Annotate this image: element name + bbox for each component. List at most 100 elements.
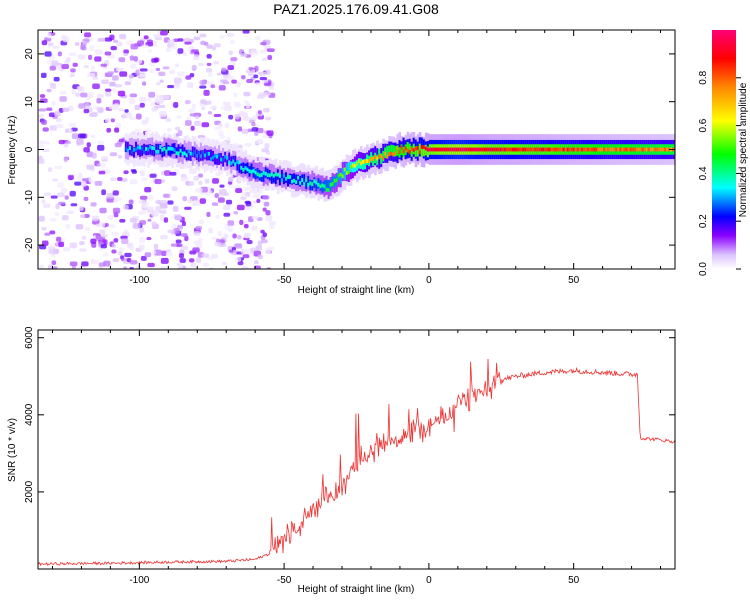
heatmap-cell [187, 150, 191, 161]
heatmap-cell [364, 159, 367, 164]
heatmap-cell [120, 235, 128, 240]
heatmap-cell [578, 147, 582, 152]
heatmap-cell [416, 146, 420, 151]
heatmap-cell [197, 135, 206, 139]
heatmap-cell [214, 153, 217, 158]
heatmap-cell [100, 155, 109, 160]
heatmap-cell [260, 41, 267, 46]
heatmap-cell [240, 165, 243, 170]
heatmap-cell [245, 69, 251, 74]
heatmap-cell [284, 177, 288, 181]
heatmap-cell [205, 151, 209, 156]
heatmap-cell [410, 146, 414, 157]
snr-xlabel: Height of straight line (km) [298, 584, 415, 595]
heatmap-cell [239, 110, 245, 116]
heatmap-cell [155, 149, 158, 154]
heatmap-cell [189, 113, 197, 117]
heatmap-cell [86, 151, 94, 158]
heatmap-cell [422, 145, 426, 149]
heatmap-cell [295, 174, 298, 186]
heatmap-cell [234, 155, 237, 167]
heatmap-cell [108, 104, 115, 110]
heatmap-cell [232, 159, 235, 164]
heatmap-cell [187, 199, 193, 204]
heatmap-cell [357, 158, 361, 163]
heatmap-cell [194, 115, 200, 120]
heatmap-cell [184, 41, 192, 45]
heatmap-cell [473, 147, 477, 152]
heatmap-cell [503, 147, 507, 152]
heatmap-cell [254, 124, 260, 128]
heatmap-cell [207, 71, 213, 77]
heatmap-cell [141, 146, 144, 151]
heatmap-cell [219, 35, 225, 40]
heatmap-cell [241, 75, 246, 80]
heatmap-cell [151, 58, 158, 63]
heatmap-cell [251, 216, 259, 220]
heatmap-cell [195, 153, 199, 158]
heatmap-cell [83, 64, 89, 69]
heatmap-cell [139, 146, 142, 157]
heatmap-cell [159, 143, 162, 155]
heatmap-cell [280, 170, 284, 181]
heatmap-cell [107, 215, 114, 220]
heatmap-cell [233, 210, 239, 215]
heatmap-cell [214, 241, 221, 247]
heatmap-cell [128, 199, 134, 205]
heatmap-cell [595, 147, 598, 152]
heatmap-cell [483, 147, 487, 152]
heatmap-cell [69, 190, 76, 197]
heatmap-cell [83, 196, 89, 202]
heatmap-cell [499, 147, 503, 152]
heatmap-cell [47, 42, 54, 46]
heatmap-cell [226, 155, 229, 167]
heatmap-cell [162, 66, 170, 70]
heatmap-cell [80, 92, 88, 98]
heatmap-cell [228, 114, 234, 120]
heatmap-cell [230, 161, 233, 166]
heatmap-cell [240, 196, 247, 200]
heatmap-cell [184, 206, 192, 210]
x-tick-label: 0 [426, 575, 432, 586]
heatmap-cell [148, 91, 156, 98]
heatmap-cell [128, 245, 135, 251]
heatmap-cell [58, 201, 66, 205]
heatmap-cell [174, 126, 181, 131]
heatmap-cell [631, 147, 635, 152]
heatmap-cell [151, 250, 157, 255]
heatmap-cell [96, 97, 102, 104]
heatmap-cell [550, 147, 554, 152]
heatmap-cell [246, 78, 254, 83]
heatmap-cell [434, 147, 438, 152]
heatmap-cell [121, 178, 128, 182]
heatmap-cell [400, 144, 404, 155]
heatmap-cell [176, 115, 182, 119]
heatmap-cell [139, 73, 146, 78]
heatmap-cell [576, 147, 580, 152]
x-tick-label: -50 [277, 575, 292, 586]
heatmap-cell [118, 247, 125, 251]
heatmap-cell [242, 254, 250, 259]
heatmap-cell [534, 147, 537, 152]
heatmap-cell [49, 65, 56, 71]
heatmap-cell [254, 131, 259, 137]
y-tick-label: 10 [24, 96, 35, 108]
heatmap-cell [611, 147, 614, 152]
heatmap-cell [343, 169, 347, 181]
heatmap-cell [226, 155, 229, 160]
heatmap-cell [386, 154, 389, 159]
heatmap-cell [90, 258, 96, 265]
heatmap-cell [169, 171, 177, 176]
heatmap-cell [109, 224, 116, 228]
colorbar-gradient [712, 30, 736, 269]
heatmap-cell [552, 147, 556, 152]
heatmap-cell [158, 199, 167, 204]
heatmap-cell [218, 85, 226, 91]
heatmap-cell [160, 265, 167, 269]
heatmap-cell [195, 187, 203, 193]
heatmap-cell [169, 69, 176, 75]
heatmap-cell [245, 206, 252, 211]
heatmap-cell [218, 152, 221, 157]
heatmap-cell [243, 91, 251, 97]
